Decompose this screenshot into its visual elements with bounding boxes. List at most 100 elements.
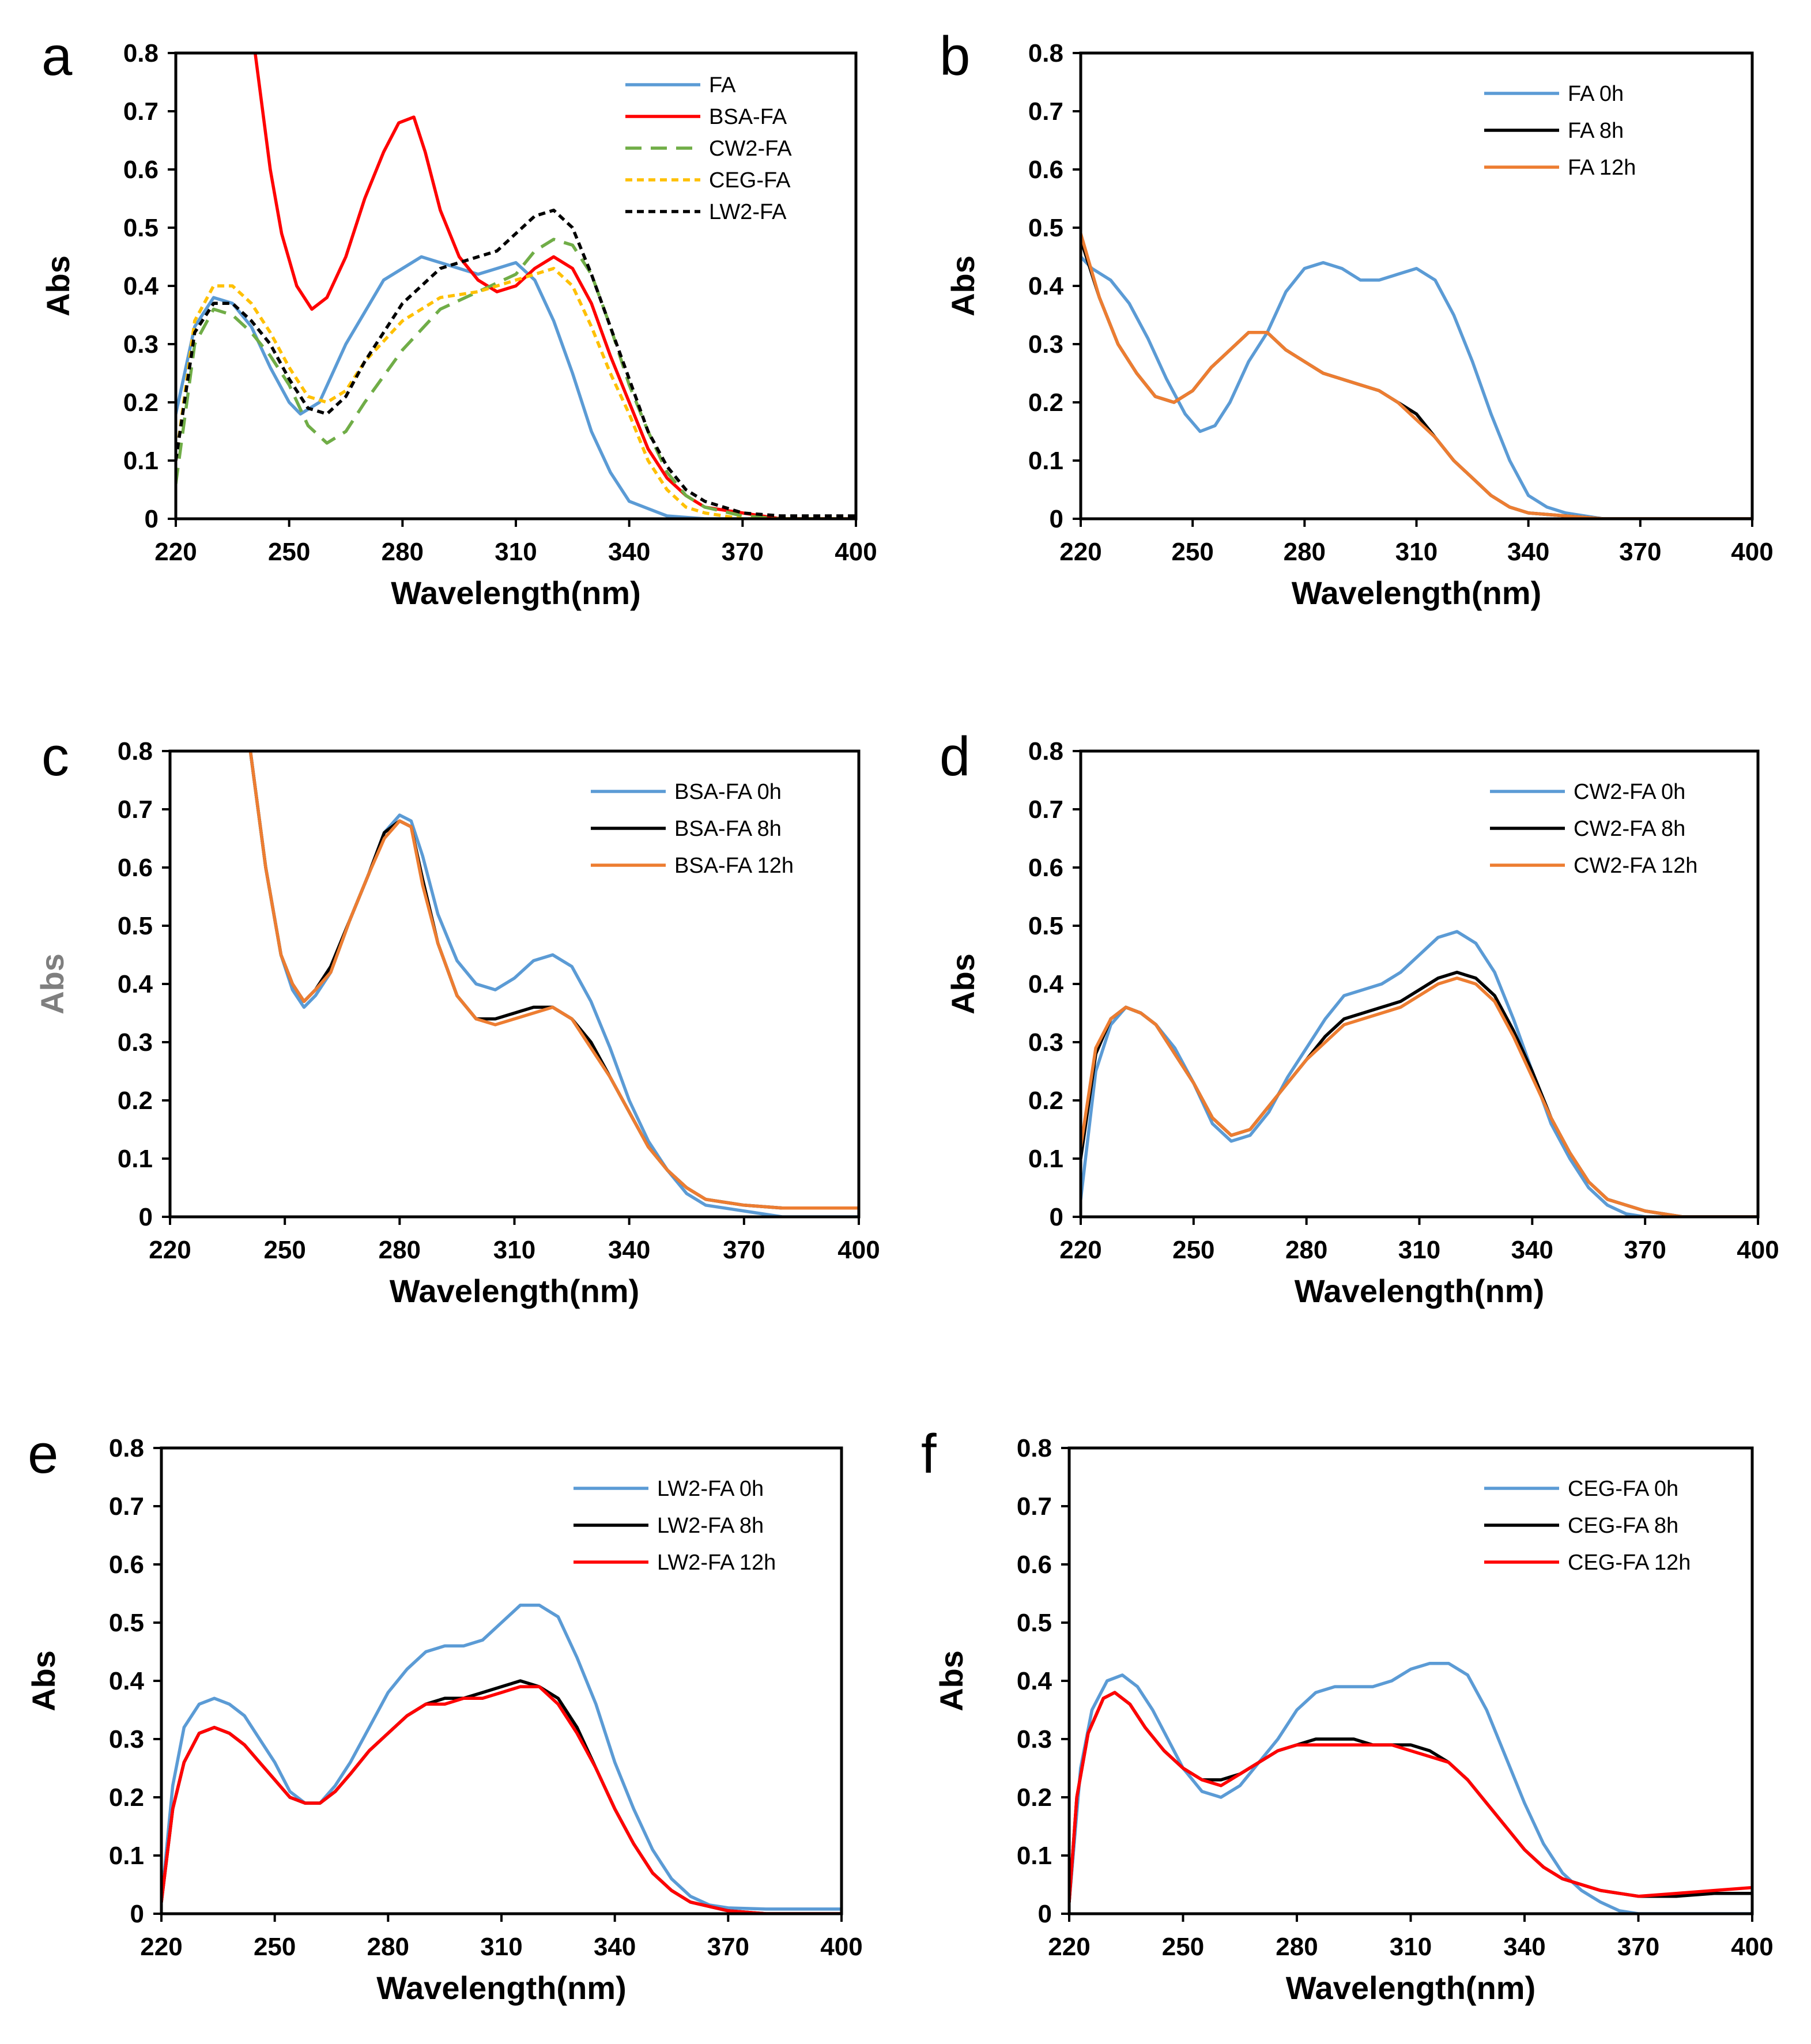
y-tick-label: 0.6	[109, 1551, 144, 1579]
series-line-ceg-fa-0h	[1069, 1661, 1752, 1914]
x-tick-label: 220	[1048, 1933, 1090, 1961]
panel-letter: f	[921, 1423, 937, 1485]
legend-label: LW2-FA 8h	[657, 1514, 764, 1538]
legend-label: FA 8h	[1568, 119, 1624, 143]
x-tick-label: 370	[1624, 1236, 1666, 1264]
x-axis-title: Wavelength(nm)	[1292, 575, 1541, 611]
x-tick-label: 280	[379, 1236, 421, 1264]
y-tick-label: 0.3	[118, 1028, 153, 1057]
chart-panel-c: c 0 0.1 0.2 0.3 0.4 0.5 0.6 0.7 0.8 220 250 280 310 34…	[34, 726, 880, 1309]
y-tick-label: 0.8	[123, 39, 159, 67]
x-tick-label: 280	[1276, 1933, 1318, 1961]
panel-letter: d	[940, 726, 970, 787]
legend-label: CEG-FA 12h	[1568, 1551, 1691, 1575]
y-tick-label: 0.4	[1028, 272, 1064, 300]
x-tick-label: 220	[1059, 1236, 1101, 1264]
x-tick-label: 310	[480, 1933, 522, 1961]
y-tick-label: 0.7	[123, 97, 159, 126]
x-tick-label: 400	[835, 538, 877, 566]
series-line-lw2-fa-12h	[161, 1685, 842, 1914]
x-tick-label: 250	[1162, 1933, 1204, 1961]
panel-letter: c	[41, 726, 69, 787]
y-tick-label: 0.5	[109, 1609, 144, 1637]
series-line-lw2-fa	[176, 208, 856, 518]
x-tick-label: 250	[268, 538, 310, 566]
chart-panel-f: f 0 0.1 0.2 0.3 0.4 0.5 0.6 0.7 0.8 220 250 280 310 34…	[921, 1423, 1774, 2006]
panel-letter: a	[41, 25, 73, 87]
x-tick-label: 250	[263, 1236, 305, 1264]
y-tick-label: 0.7	[1028, 795, 1063, 824]
y-tick-label: 0.2	[118, 1087, 153, 1115]
y-tick-label: 0	[1038, 1900, 1052, 1928]
y-tick-label: 0.6	[118, 854, 153, 882]
legend-label: BSA-FA	[709, 105, 787, 129]
y-tick-label: 0.8	[1028, 737, 1063, 765]
x-tick-label: 310	[1395, 538, 1438, 566]
legend-label: CEG-FA 8h	[1568, 1514, 1678, 1538]
x-tick-label: 280	[1285, 1236, 1327, 1264]
y-tick-label: 0.2	[1017, 1783, 1052, 1812]
y-tick-label: 0.5	[1017, 1609, 1052, 1637]
legend: LW2-FA 0h LW2-FA 8h LW2-FA 12h	[574, 1477, 776, 1575]
x-tick-label: 340	[1503, 1933, 1545, 1961]
y-tick-label: 0.5	[123, 214, 159, 242]
chart-panel-e: e 0 0.1 0.2 0.3 0.4 0.5 0.6 0.7 0.8 220 250 280 310 34…	[25, 1423, 863, 2006]
y-tick-label: 0.3	[123, 330, 159, 359]
x-tick-label: 220	[140, 1933, 182, 1961]
x-tick-label: 370	[1617, 1933, 1659, 1961]
legend-label: CEG-FA	[709, 168, 791, 193]
x-tick-label: 400	[1731, 1933, 1773, 1961]
x-tick-label: 340	[1507, 538, 1549, 566]
x-tick-label: 340	[594, 1933, 636, 1961]
y-tick-label: 0.4	[1028, 970, 1064, 998]
x-axis-title: Wavelength(nm)	[390, 1273, 639, 1309]
x-tick-label: 370	[722, 538, 764, 566]
y-tick-label: 0.7	[109, 1492, 144, 1521]
series-line-ceg-fa	[176, 266, 856, 519]
legend-label: CW2-FA 8h	[1574, 817, 1685, 841]
y-tick-label: 0.4	[109, 1667, 145, 1695]
legend: FA 0h FA 8h FA 12h	[1484, 82, 1636, 180]
y-tick-label: 0.1	[1017, 1842, 1052, 1870]
y-tick-label: 0.8	[118, 737, 153, 765]
plot-frame	[1079, 51, 1754, 521]
x-tick-label: 340	[608, 538, 650, 566]
y-tick-label: 0	[145, 505, 159, 533]
legend-label: FA	[709, 73, 736, 97]
y-tick-label: 0.1	[1028, 1145, 1063, 1173]
y-tick-label: 0.1	[1028, 447, 1063, 475]
x-tick-label: 340	[1511, 1236, 1553, 1264]
x-tick-label: 400	[837, 1236, 880, 1264]
chart-panel-a: a 0 0.1 0.2 0.3 0.4 0.5 0.6 0.7 0.8 220 250 280 310 34…	[40, 25, 877, 611]
x-tick-label: 220	[1059, 538, 1101, 566]
y-tick-label: 0.7	[1017, 1492, 1052, 1521]
x-tick-label: 280	[367, 1933, 409, 1961]
x-tick-label: 370	[1619, 538, 1661, 566]
x-tick-label: 310	[495, 538, 537, 566]
y-tick-label: 0.2	[123, 389, 159, 417]
x-axis-title: Wavelength(nm)	[391, 575, 640, 611]
y-tick-label: 0.4	[118, 970, 153, 998]
x-tick-label: 370	[707, 1933, 749, 1961]
panel-letter: b	[940, 25, 970, 87]
x-tick-label: 220	[149, 1236, 191, 1264]
legend-label: FA 0h	[1568, 82, 1624, 106]
x-tick-label: 250	[1171, 538, 1213, 566]
y-tick-label: 0.1	[118, 1145, 153, 1173]
x-tick-label: 250	[254, 1933, 296, 1961]
y-tick-label: 0	[130, 1900, 144, 1928]
series-line-cw2-fa	[176, 237, 856, 519]
x-tick-label: 340	[608, 1236, 650, 1264]
y-tick-label: 0.6	[1017, 1551, 1052, 1579]
y-tick-label: 0.2	[1028, 1087, 1063, 1115]
x-tick-label: 220	[154, 538, 197, 566]
x-tick-label: 280	[382, 538, 424, 566]
series-line-fa-12h	[1081, 232, 1752, 519]
legend-label: LW2-FA 0h	[657, 1477, 764, 1501]
series-line-fa-8h	[1081, 237, 1752, 519]
y-axis-title: Abs	[945, 953, 981, 1015]
x-axis-title: Wavelength(nm)	[1295, 1273, 1544, 1309]
legend: CEG-FA 0h CEG-FA 8h CEG-FA 12h	[1484, 1477, 1691, 1575]
x-tick-label: 310	[1398, 1236, 1440, 1264]
